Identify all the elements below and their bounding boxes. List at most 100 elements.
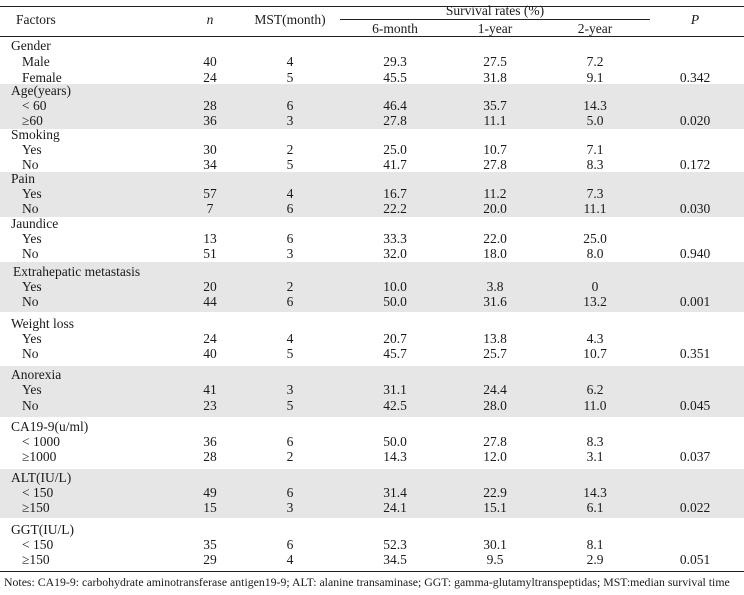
cell-2-year: 4.3 [586, 331, 604, 346]
header-mst: MST(month) [254, 12, 326, 27]
cell-1-year: 22.0 [483, 231, 507, 246]
cell-mst: 4 [286, 54, 294, 69]
group-title: Anorexia [11, 367, 62, 382]
cell-6-month: 24.1 [383, 500, 407, 515]
cell-mst: 6 [286, 231, 294, 246]
cell-n: 20 [203, 279, 217, 294]
cell-1-year: 18.0 [483, 246, 507, 261]
cell-6-month: 45.7 [383, 346, 407, 361]
header-survival-rates: Survival rates (%) [445, 3, 545, 18]
row-label: No [22, 157, 39, 172]
cell-n: 28 [203, 98, 217, 113]
group-title: Age(years) [11, 83, 71, 98]
cell-n: 24 [203, 70, 217, 85]
row-label: Yes [22, 331, 42, 346]
cell-n: 23 [203, 398, 217, 413]
cell-6-month: 16.7 [383, 186, 407, 201]
row-label: Yes [22, 382, 42, 397]
cell-6-month: 46.4 [383, 98, 407, 113]
cell-6-month: 25.0 [383, 142, 407, 157]
cell-n: 40 [203, 54, 217, 69]
top-rule [0, 6, 744, 7]
cell-2-year: 0 [591, 279, 599, 294]
cell-6-month: 41.7 [383, 157, 407, 172]
cell-1-year: 25.7 [483, 346, 507, 361]
cell-2-year: 6.2 [586, 382, 604, 397]
cell-2-year: 14.3 [583, 485, 607, 500]
header-2-year: 2-year [577, 21, 613, 36]
cell-mst: 3 [286, 500, 294, 515]
cell-6-month: 22.2 [383, 201, 407, 216]
row-label: Yes [22, 231, 42, 246]
cell-mst: 5 [286, 157, 294, 172]
cell-2-year: 8.3 [586, 434, 604, 449]
cell-mst: 6 [286, 537, 294, 552]
cell-1-year: 11.1 [483, 113, 507, 128]
cell-2-year: 13.2 [583, 294, 607, 309]
cell-6-month: 52.3 [383, 537, 407, 552]
group-shade [0, 469, 744, 518]
cell-1-year: 24.4 [483, 382, 507, 397]
row-label: No [22, 201, 39, 216]
cell-2-year: 11.0 [583, 398, 607, 413]
group-title: Smoking [11, 127, 60, 142]
cell-6-month: 10.0 [383, 279, 407, 294]
cell-1-year: 30.1 [483, 537, 507, 552]
cell-6-month: 42.5 [383, 398, 407, 413]
cell-1-year: 11.2 [483, 186, 507, 201]
cell-1-year: 22.9 [483, 485, 507, 500]
header-factors: Factors [16, 12, 56, 27]
cell-n: 30 [203, 142, 217, 157]
row-label: Female [22, 70, 62, 85]
survival-subrule [340, 19, 650, 20]
cell-2-year: 8.1 [586, 537, 604, 552]
cell-6-month: 32.0 [383, 246, 407, 261]
cell-1-year: 13.8 [483, 331, 507, 346]
cell-mst: 6 [286, 98, 294, 113]
cell-2-year: 6.1 [586, 500, 604, 515]
cell-n: 49 [203, 485, 217, 500]
cell-1-year: 10.7 [483, 142, 507, 157]
cell-n: 41 [203, 382, 217, 397]
cell-mst: 6 [286, 485, 294, 500]
group-shade [0, 262, 744, 312]
group-title: Jaundice [11, 216, 59, 231]
group-title: CA19-9(u/ml) [11, 419, 89, 434]
cell-p: 0.045 [679, 398, 711, 413]
cell-n: 29 [203, 552, 217, 567]
cell-1-year: 35.7 [483, 98, 507, 113]
cell-p: 0.037 [679, 449, 711, 464]
cell-6-month: 33.3 [383, 231, 407, 246]
cell-n: 36 [203, 113, 217, 128]
cell-2-year: 7.1 [586, 142, 604, 157]
cell-2-year: 7.3 [586, 186, 604, 201]
cell-1-year: 27.8 [483, 434, 507, 449]
group-title: GGT(IU/L) [11, 522, 74, 537]
cell-n: 28 [203, 449, 217, 464]
cell-mst: 5 [286, 70, 294, 85]
header-1-year: 1-year [477, 21, 513, 36]
cell-1-year: 31.8 [483, 70, 507, 85]
cell-mst: 2 [286, 142, 294, 157]
cell-6-month: 31.4 [383, 485, 407, 500]
cell-mst: 5 [286, 346, 294, 361]
row-label: < 150 [22, 485, 54, 500]
cell-mst: 6 [286, 294, 294, 309]
row-label: < 1000 [22, 434, 60, 449]
cell-p: 0.351 [679, 346, 711, 361]
cell-n: 15 [203, 500, 217, 515]
cell-6-month: 34.5 [383, 552, 407, 567]
cell-2-year: 25.0 [583, 231, 607, 246]
row-label: No [22, 246, 39, 261]
cell-6-month: 45.5 [383, 70, 407, 85]
cell-2-year: 8.0 [586, 246, 604, 261]
cell-1-year: 20.0 [483, 201, 507, 216]
group-title: ALT(IU/L) [11, 470, 72, 485]
row-label: < 150 [22, 537, 54, 552]
cell-p: 0.342 [679, 70, 711, 85]
cell-2-year: 10.7 [583, 346, 607, 361]
cell-mst: 4 [286, 331, 294, 346]
cell-mst: 6 [286, 434, 294, 449]
cell-6-month: 50.0 [383, 294, 407, 309]
